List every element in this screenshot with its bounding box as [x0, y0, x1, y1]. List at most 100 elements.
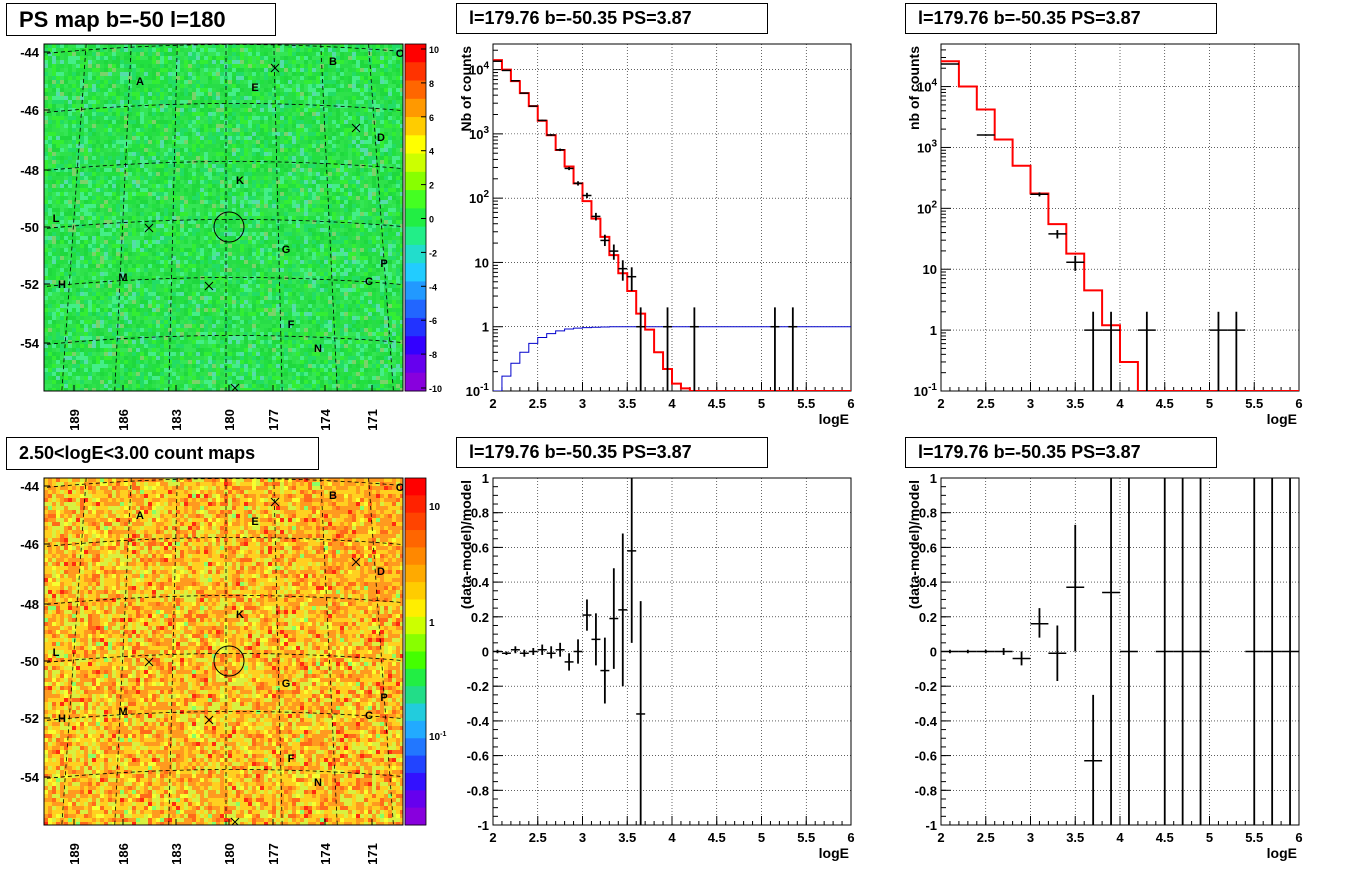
x-tick-label: 3 — [579, 396, 586, 411]
x-tick-label: 4.5 — [1156, 396, 1174, 411]
y-tick-label: -0.8 — [915, 783, 937, 798]
source-cross-marker — [351, 557, 361, 567]
x-tick-label: 4.5 — [708, 396, 726, 411]
map-x-tick-label: 174 — [318, 408, 333, 430]
y-axis-label: Nb of counts — [458, 46, 474, 132]
longitude-grid-line — [320, 44, 338, 391]
spec-top-mid-title: l=179.76 b=-50.35 PS=3.87 — [456, 3, 768, 34]
palette-tick-label: 0 — [429, 215, 434, 225]
palette-color-band — [405, 616, 426, 635]
palette-color-band — [405, 530, 426, 548]
y-axis-label: nb of counts — [906, 46, 922, 130]
map-x-tick-label: 183 — [169, 409, 184, 431]
palette-color-band — [405, 686, 426, 705]
palette-color-band — [405, 512, 426, 531]
data-point — [1120, 478, 1138, 825]
palette-color-band — [405, 98, 426, 118]
palette-tick-label: -8 — [429, 350, 437, 360]
y-tick-label: 0.4 — [919, 575, 938, 590]
data-point — [976, 649, 995, 654]
source-label-k: K — [236, 609, 244, 621]
x-tick-label: 4 — [1116, 830, 1124, 845]
x-tick-label: 3.5 — [1066, 830, 1084, 845]
source-label-d: D — [377, 566, 385, 578]
data-point — [1102, 478, 1120, 825]
x-tick-label: 6 — [847, 830, 854, 845]
x-tick-label: 2.5 — [529, 830, 547, 845]
y-tick-label: 1 — [482, 471, 489, 486]
x-tick-label: 4 — [1116, 396, 1124, 411]
y-tick-label: 1 — [482, 320, 489, 335]
source-cross-marker — [204, 281, 214, 291]
count-color-palette: 10 1 10-1 — [404, 477, 446, 826]
palette-color-band — [405, 772, 426, 791]
y-tick-label: 10 — [923, 262, 937, 277]
palette-color-band — [405, 582, 426, 600]
map-y-tick-label: -44 — [20, 479, 40, 494]
source-label-c: C — [365, 276, 373, 288]
source-label-a: A — [136, 76, 144, 88]
source-label-b: B — [329, 56, 337, 68]
plot-area — [493, 59, 851, 391]
source-label-k: K — [236, 175, 244, 187]
source-label-m: M — [118, 706, 127, 718]
data-point — [582, 192, 592, 199]
data-point — [1245, 478, 1264, 825]
x-tick-label: 2 — [489, 830, 496, 845]
source-cross-marker — [144, 657, 154, 667]
data-point — [1173, 478, 1192, 825]
palette-tick-label: -10 — [429, 384, 442, 394]
source-label-p: P — [380, 692, 387, 704]
palette-color-band — [405, 720, 426, 739]
source-label-f: F — [288, 319, 295, 331]
palette-tick-label: -4 — [429, 282, 437, 292]
plot-area — [941, 478, 1299, 825]
data-point — [609, 568, 619, 669]
y-tick-label: 103 — [917, 138, 937, 155]
palette-color-band — [405, 244, 426, 264]
model-histogram-line — [941, 60, 1299, 391]
grid — [493, 478, 851, 825]
grid — [941, 44, 1299, 391]
target-circle — [213, 211, 245, 243]
data-point — [546, 646, 556, 659]
map-y-tick-label: -48 — [20, 597, 39, 612]
plot-area — [941, 60, 1299, 391]
data-point — [493, 60, 502, 62]
x-tick-label: 5 — [1206, 396, 1213, 411]
source-label-e: E — [251, 516, 258, 528]
y-tick-label: 0.8 — [471, 506, 489, 521]
palette-color-band — [405, 478, 426, 496]
map-x-tick-label: 183 — [169, 843, 184, 865]
x-tick-label: 3 — [1027, 830, 1034, 845]
x-tick-label: 3.5 — [1066, 396, 1084, 411]
palette-tick-label: -2 — [429, 248, 437, 258]
map-x-tick-label: 189 — [67, 409, 82, 431]
x-tick-label: 4.5 — [708, 830, 726, 845]
y-tick-label: 0.4 — [471, 575, 490, 590]
palette-color-band — [405, 738, 426, 757]
map-y-tick-label: -50 — [20, 654, 39, 669]
map-x-tick-label: 180 — [222, 409, 237, 431]
longitude-grid-line — [368, 478, 394, 825]
data-point — [1030, 608, 1049, 638]
data-point — [618, 533, 628, 687]
palette-color-band — [405, 336, 426, 355]
source-label-h: H — [58, 713, 66, 725]
map-y-tick-label: -54 — [20, 336, 40, 351]
y-tick-label: -0.6 — [467, 749, 489, 764]
y-tick-label: 0.6 — [471, 540, 489, 555]
palette-color-band — [405, 190, 426, 209]
data-point — [555, 642, 565, 657]
data-point — [564, 653, 574, 671]
source-label-c: C — [365, 710, 373, 722]
x-tick-label: 2 — [937, 830, 944, 845]
data-point — [600, 637, 610, 704]
longitude-grid-line — [273, 478, 283, 825]
y-tick-label: 0 — [930, 645, 937, 660]
residual-plot-right: 2 2.5 3 3.5 4 4.5 5 5.5 6 1 0.8 0.6 0.4 0.2 0 -0.2 -0.4 -… — [906, 471, 1303, 861]
source-label-g: G — [282, 244, 291, 256]
data-point — [1227, 311, 1246, 391]
y-tick-label: 104 — [469, 61, 489, 78]
